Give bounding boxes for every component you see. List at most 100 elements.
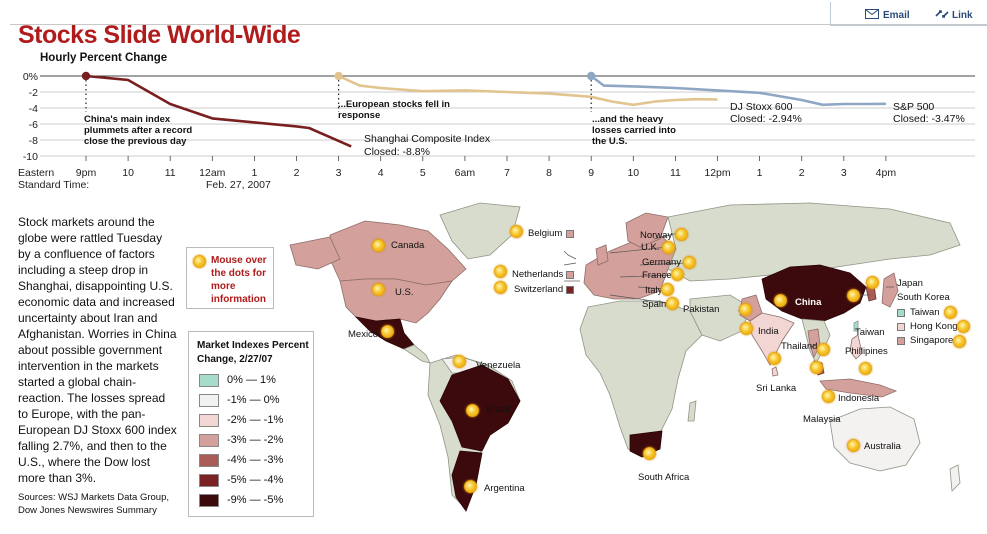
swatch-singapore bbox=[897, 337, 905, 345]
dot-italy[interactable] bbox=[661, 283, 674, 296]
x-tick-label: 2 bbox=[799, 167, 805, 179]
link-icon bbox=[935, 10, 949, 18]
label-norway: Norway bbox=[640, 230, 673, 241]
legend-label: 0% — 1% bbox=[227, 374, 276, 386]
title-rule bbox=[10, 24, 987, 25]
dot-south-africa[interactable] bbox=[643, 447, 656, 460]
label-india: India bbox=[758, 326, 779, 337]
dot-argentina[interactable] bbox=[464, 480, 477, 493]
legend-swatch bbox=[199, 434, 219, 447]
dot-japan[interactable] bbox=[866, 276, 879, 289]
label-malaysia: Malaysia bbox=[803, 414, 841, 425]
dot-malaysia[interactable] bbox=[810, 361, 823, 374]
label-south-korea: South Korea bbox=[897, 292, 950, 303]
label-netherlands: Netherlands bbox=[512, 269, 564, 280]
dot-south-korea[interactable] bbox=[847, 289, 860, 302]
link-button[interactable]: Link bbox=[935, 9, 973, 21]
x-tick-label: 11 bbox=[670, 167, 681, 179]
x-tick-label: 4 bbox=[378, 167, 384, 179]
label-venezuela: Venezuela bbox=[476, 360, 521, 371]
dot-pakistan[interactable] bbox=[739, 303, 752, 316]
legend-swatch bbox=[199, 374, 219, 387]
leader-italy bbox=[637, 286, 665, 290]
label-indonesia: Indonesia bbox=[838, 393, 880, 404]
annotation-us-line3: the U.S. bbox=[592, 136, 627, 147]
series-start-dot-2 bbox=[587, 71, 596, 81]
legend-label: -1% — 0% bbox=[227, 394, 280, 406]
dot-norway[interactable] bbox=[675, 228, 688, 241]
sources-note: Sources: WSJ Markets Data Group, Dow Jon… bbox=[18, 492, 169, 516]
scandinavia-shape bbox=[625, 212, 669, 248]
label-japan: Japan bbox=[897, 278, 923, 289]
x-tick-label: 11 bbox=[165, 167, 176, 179]
legend-swatch bbox=[199, 414, 219, 427]
leader-thailand bbox=[811, 344, 817, 348]
legend-label: -9% — -5% bbox=[227, 494, 284, 506]
middle-east-shape bbox=[689, 294, 751, 342]
dot-uk[interactable] bbox=[662, 241, 675, 254]
dot-philippines[interactable] bbox=[859, 362, 872, 375]
africa-shape bbox=[579, 300, 703, 452]
series-line-0 bbox=[85, 74, 352, 148]
dot-germany[interactable] bbox=[683, 256, 696, 269]
dot-india[interactable] bbox=[740, 322, 753, 335]
dot-indonesia[interactable] bbox=[822, 390, 835, 403]
email-button[interactable]: Email bbox=[865, 9, 910, 21]
label-germany: Germany bbox=[642, 257, 682, 268]
dot-netherlands[interactable] bbox=[494, 265, 507, 278]
x-tick-label: 1 bbox=[757, 167, 763, 179]
australia-shape bbox=[829, 406, 921, 472]
envelope-icon bbox=[865, 9, 879, 19]
swatch-netherlands bbox=[566, 271, 574, 279]
dot-spain[interactable] bbox=[666, 297, 679, 310]
dot-venezuela[interactable] bbox=[453, 355, 466, 368]
dot-switzerland[interactable] bbox=[494, 281, 507, 294]
label-singapore: Singapore bbox=[910, 335, 954, 346]
date-label: Feb. 27, 2007 bbox=[206, 179, 271, 191]
x-tick-label: 12am bbox=[199, 167, 226, 179]
central-america-shape bbox=[403, 344, 431, 364]
swatch-belgium bbox=[566, 230, 574, 238]
dot-mexico[interactable] bbox=[381, 325, 394, 338]
x-tick-label: 4pm bbox=[876, 167, 897, 179]
leader-belgium bbox=[563, 250, 577, 260]
label-italy: Italy bbox=[645, 285, 663, 296]
series-line-1 bbox=[338, 74, 718, 107]
dot-belgium[interactable] bbox=[510, 225, 523, 238]
series-start-dot-1 bbox=[334, 71, 343, 81]
leader-france bbox=[619, 274, 675, 278]
dot-hong-kong[interactable] bbox=[957, 320, 970, 333]
y-tick-label: -2 bbox=[29, 87, 38, 99]
dot-france[interactable] bbox=[671, 268, 684, 281]
label-switzerland: Switzerland bbox=[514, 284, 564, 295]
dot-canada[interactable] bbox=[372, 239, 385, 252]
label-taiwan-map: Taiwan bbox=[855, 327, 885, 338]
label-argentina: Argentina bbox=[484, 483, 525, 494]
x-tick-label: 3 bbox=[841, 167, 847, 179]
x-axis-label-time: Standard Time: bbox=[18, 179, 89, 191]
dot-taiwan[interactable] bbox=[944, 306, 957, 319]
x-tick-label: 9 bbox=[588, 167, 594, 179]
legend-swatch bbox=[199, 454, 219, 467]
label-france: France bbox=[642, 270, 672, 281]
label-uk: U.K. bbox=[641, 242, 660, 253]
label-brazil: Brazil bbox=[486, 404, 510, 415]
dot-brazil[interactable] bbox=[466, 404, 479, 417]
label-hong-kong: Hong Kong bbox=[910, 321, 958, 332]
madagascar-shape bbox=[687, 400, 697, 422]
sri-lanka-shape bbox=[771, 366, 779, 377]
y-tick-label: 0% bbox=[23, 71, 38, 83]
dot-china[interactable] bbox=[774, 294, 787, 307]
leader-netherlands bbox=[563, 262, 577, 266]
article-text: Stock markets around the globe were ratt… bbox=[18, 215, 177, 485]
dot-us[interactable] bbox=[372, 283, 385, 296]
dot-australia[interactable] bbox=[847, 439, 860, 452]
label-canada: Canada bbox=[391, 240, 425, 251]
dot-singapore[interactable] bbox=[953, 335, 966, 348]
dot-thailand[interactable] bbox=[817, 343, 830, 356]
label-china: China bbox=[795, 297, 822, 308]
annotation-europe-line1: ...European stocks fell in bbox=[338, 99, 450, 110]
dot-sri-lanka[interactable] bbox=[768, 352, 781, 365]
share-toolbar: Email Link bbox=[830, 2, 987, 26]
label-pakistan: Pakistan bbox=[683, 304, 720, 315]
